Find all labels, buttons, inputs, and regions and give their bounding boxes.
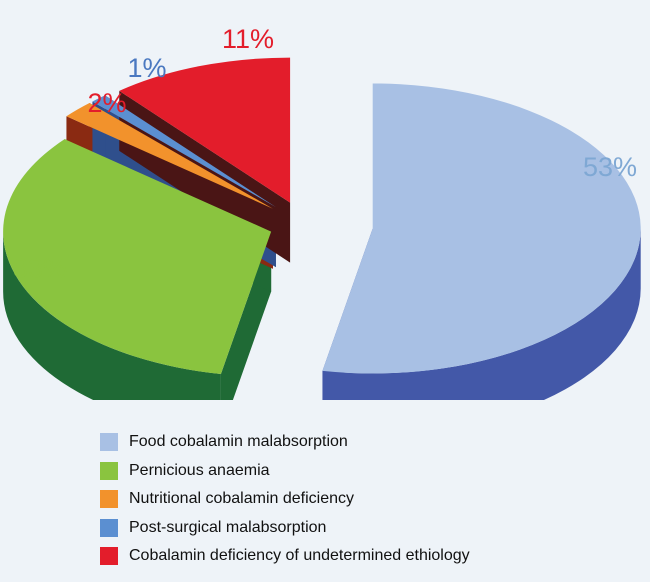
slice-rim [3, 231, 221, 400]
pie-slice-label: 53% [583, 152, 637, 182]
pie-slice [66, 103, 273, 209]
pie-slice-label: 33% [13, 253, 67, 283]
legend-swatch [100, 518, 118, 537]
legend-item: Post-surgical malabsorption [100, 514, 470, 543]
legend-label: Nutritional cobalamin deficiency [129, 490, 354, 508]
pie-slice-label: 2% [87, 88, 126, 118]
legend-swatch [100, 490, 118, 509]
pie-slice-label: 1% [127, 53, 166, 83]
legend-label: Post-surgical malabsorption [129, 518, 327, 536]
legend-swatch [100, 547, 118, 566]
pie-slice [92, 95, 276, 208]
legend-label: Cobalamin deficiency of undetermined eth… [129, 547, 470, 565]
legend-label: Food cobalamin malabsorption [129, 433, 348, 451]
pie-slice [3, 139, 272, 375]
pie-slice [322, 83, 641, 374]
legend-item: Food cobalamin malabsorption [100, 428, 470, 457]
chart-legend: Food cobalamin malabsorption Pernicious … [100, 428, 470, 571]
legend-item: Nutritional cobalamin deficiency [100, 485, 470, 514]
pie-slice [119, 57, 291, 203]
legend-swatch [100, 433, 118, 452]
slice-rim [322, 228, 641, 400]
legend-swatch [100, 461, 118, 480]
pie-chart: 53% 33% 2%1% 11% [3, 24, 641, 400]
legend-item: Cobalamin deficiency of undetermined eth… [100, 542, 470, 571]
legend-item: Pernicious anaemia [100, 457, 470, 486]
legend-label: Pernicious anaemia [129, 461, 270, 479]
pie-slice-label: 11% [222, 24, 274, 54]
